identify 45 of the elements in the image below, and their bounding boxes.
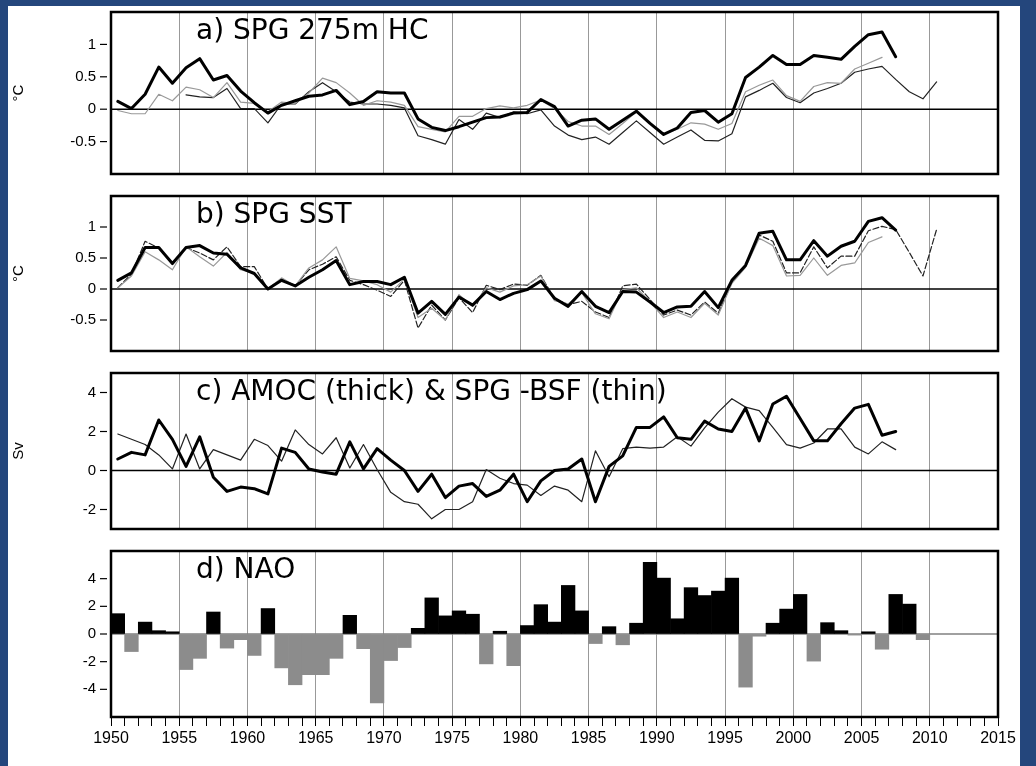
chart-title: c) AMOC (thick) & SPG -BSF (thin) <box>196 374 667 408</box>
x-tick-label: 2000 <box>775 729 812 747</box>
x-tick-label: 1985 <box>570 729 607 747</box>
x-tick-label: 1960 <box>229 729 266 747</box>
y-tick-label: 0 <box>87 460 96 478</box>
y-tick-label: -0.5 <box>70 310 96 328</box>
x-tick-label: 1965 <box>297 729 334 747</box>
x-tick-label: 2010 <box>911 729 948 747</box>
y-tick-label: -2 <box>82 499 96 517</box>
bar <box>342 615 357 634</box>
y-tick-label: 0 <box>87 99 96 117</box>
x-tick-label: 1980 <box>502 729 539 747</box>
y-axis-title: °C <box>9 84 27 102</box>
x-tick-label: 1970 <box>366 729 402 747</box>
chart-title: a) SPG 275m HC <box>196 13 429 47</box>
bar <box>492 630 508 634</box>
y-tick-label: 1 <box>87 217 96 235</box>
x-tick-label: 1995 <box>707 729 743 747</box>
y-tick-label: 4 <box>87 382 96 400</box>
y-tick-label: 0.5 <box>75 248 96 266</box>
bar <box>206 611 221 634</box>
x-tick-label: 2015 <box>980 729 1016 747</box>
y-tick-label: -0.5 <box>70 131 96 149</box>
bar <box>260 608 276 634</box>
y-tick-label: 0.5 <box>75 66 96 84</box>
y-tick-label: 0 <box>87 624 96 642</box>
x-tick-label: 1950 <box>93 729 129 747</box>
y-axis-title: °C <box>9 264 27 282</box>
y-tick-label: 2 <box>87 421 96 439</box>
line-series <box>117 225 938 329</box>
chart-title: d) NAO <box>196 552 296 586</box>
y-tick-label: 2 <box>87 596 96 614</box>
y-tick-label: -4 <box>82 679 96 697</box>
x-tick-label: 1990 <box>639 729 675 747</box>
y-tick-label: -2 <box>82 651 96 669</box>
bar <box>861 631 876 634</box>
y-tick-label: 4 <box>87 568 96 586</box>
y-axis-title: Sv <box>9 441 27 460</box>
x-tick-label: 1975 <box>434 729 471 747</box>
bar <box>601 626 617 634</box>
x-tick-label: 2005 <box>843 729 880 747</box>
x-tick-label: 1955 <box>161 729 198 747</box>
y-tick-label: 0 <box>87 279 96 297</box>
y-tick-label: 1 <box>87 34 96 52</box>
chart-title: b) SPG SST <box>196 197 353 231</box>
